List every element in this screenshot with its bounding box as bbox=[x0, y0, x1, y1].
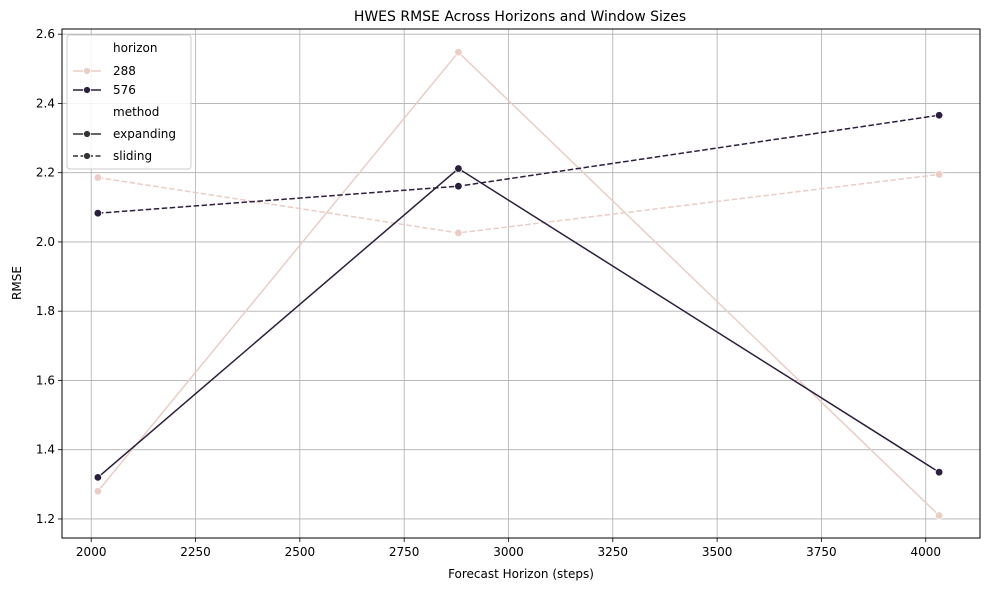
y-tick-label: 1.6 bbox=[36, 373, 55, 387]
x-tick-label: 3250 bbox=[598, 545, 629, 559]
y-axis-ticks: 1.2 1.4 1.6 1.8 2.0 2.2 2.4 2.6 bbox=[36, 27, 62, 526]
data-point-288-expanding bbox=[93, 487, 103, 496]
data-point-576-expanding bbox=[93, 473, 103, 482]
legend-576-label: 576 bbox=[113, 83, 136, 97]
x-tick-label: 3500 bbox=[702, 545, 733, 559]
legend-entry-expanding: expanding bbox=[73, 127, 176, 141]
x-tick-label: 2250 bbox=[180, 545, 211, 559]
data-point-576-expanding bbox=[934, 468, 944, 477]
y-axis-title: RMSE bbox=[10, 266, 24, 300]
y-tick-label: 1.4 bbox=[36, 443, 55, 457]
plot-area bbox=[62, 29, 980, 538]
legend-box bbox=[66, 34, 192, 170]
legend-expanding-label: expanding bbox=[113, 127, 176, 141]
y-tick-label: 2.6 bbox=[36, 27, 55, 41]
data-point-576-expanding bbox=[454, 164, 463, 173]
legend-entry-sliding: sliding bbox=[73, 149, 152, 163]
legend-288-label: 288 bbox=[113, 64, 136, 78]
y-tick-label: 2.4 bbox=[36, 96, 55, 110]
data-point-288-sliding bbox=[93, 173, 103, 182]
plot-frame bbox=[61, 28, 981, 539]
x-tick-label: 4000 bbox=[910, 545, 941, 559]
x-tick-label: 2750 bbox=[389, 545, 420, 559]
x-axis-title: Forecast Horizon (steps) bbox=[448, 567, 594, 581]
y-tick-label: 1.8 bbox=[36, 304, 55, 318]
y-tick-label: 2.0 bbox=[36, 235, 55, 249]
x-tick-label: 2500 bbox=[285, 545, 316, 559]
legend-sliding-label: sliding bbox=[113, 149, 152, 163]
data-point-288-sliding bbox=[454, 228, 463, 238]
x-axis-ticks: 2000 2250 2500 2750 3000 3250 3500 3750 4000 bbox=[76, 538, 941, 559]
data-point-576-sliding bbox=[93, 209, 103, 218]
legend-expanding-marker bbox=[83, 130, 91, 138]
chart-title: HWES RMSE Across Horizons and Window Siz… bbox=[354, 9, 686, 25]
legend-sliding-marker bbox=[83, 152, 91, 160]
x-tick-label: 3750 bbox=[806, 545, 837, 559]
legend-288-marker bbox=[83, 67, 91, 75]
data-point-288-expanding bbox=[454, 47, 463, 57]
series-markers bbox=[93, 47, 944, 520]
legend: horizon 288 576 method expanding sliding bbox=[66, 34, 192, 170]
legend-576-marker bbox=[83, 86, 91, 94]
data-point-288-sliding bbox=[934, 170, 944, 179]
x-tick-label: 2000 bbox=[76, 545, 107, 559]
legend-entry-288: 288 bbox=[73, 64, 136, 78]
x-tick-label: 3000 bbox=[493, 545, 524, 559]
data-point-576-sliding bbox=[934, 111, 944, 120]
data-point-576-sliding bbox=[454, 182, 463, 191]
gridlines bbox=[62, 29, 980, 538]
legend-entry-576: 576 bbox=[73, 83, 136, 97]
y-tick-label: 1.2 bbox=[36, 512, 55, 526]
y-tick-label: 2.2 bbox=[36, 166, 55, 180]
legend-style-title: method bbox=[113, 105, 159, 119]
legend-hue-title: horizon bbox=[113, 41, 157, 55]
data-point-288-expanding bbox=[934, 511, 944, 520]
